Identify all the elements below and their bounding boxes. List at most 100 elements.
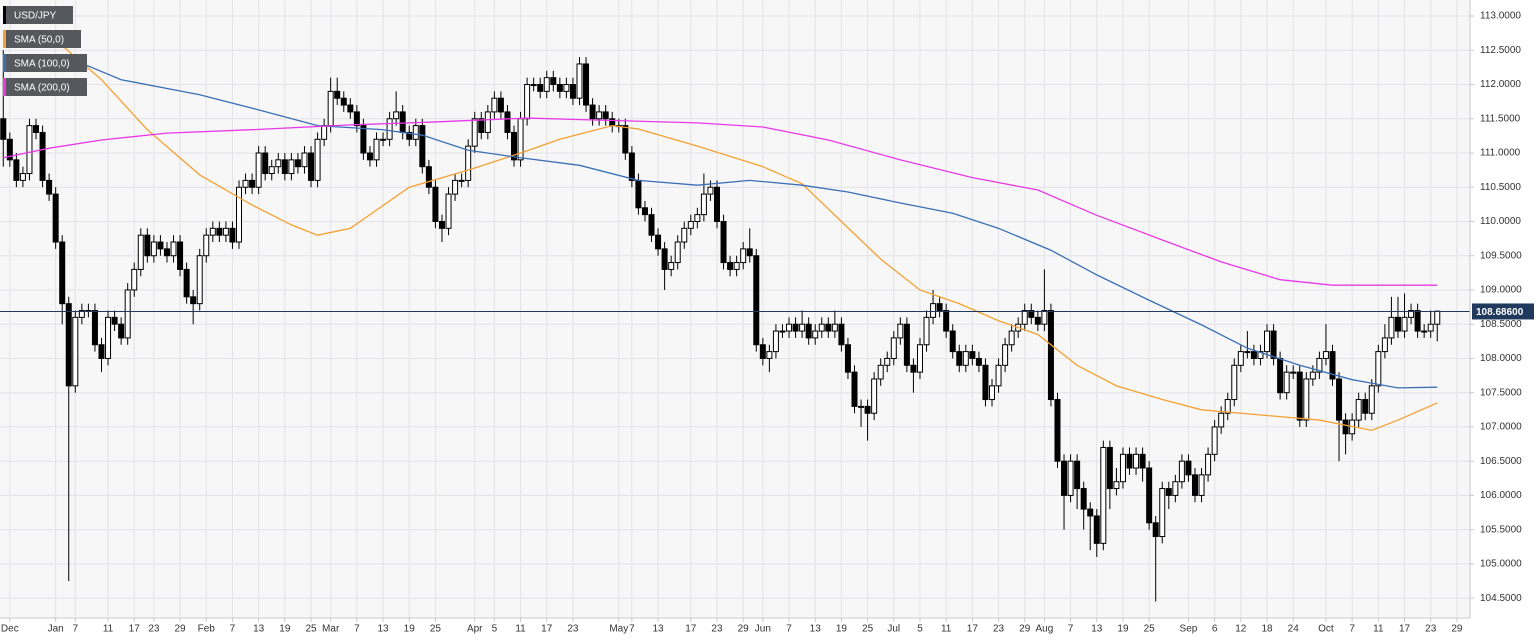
- candle-body: [923, 316, 930, 346]
- candle-body: [353, 111, 360, 127]
- x-tick-label: 11: [515, 624, 526, 635]
- candle-body: [864, 405, 871, 414]
- candle-body: [249, 179, 256, 188]
- candle-body: [52, 193, 59, 243]
- candle-body: [39, 131, 46, 181]
- candle-body: [1205, 453, 1212, 476]
- candle-body: [177, 241, 184, 270]
- candle-body: [1322, 351, 1329, 359]
- candle-body: [334, 90, 341, 99]
- candle-body: [1303, 378, 1310, 421]
- candle-body: [635, 179, 642, 209]
- legend-label: SMA (50,0): [14, 35, 64, 46]
- candle-body: [484, 111, 491, 133]
- x-tick-label: Oct: [1318, 624, 1334, 635]
- candle-body: [799, 323, 806, 332]
- candle-body: [668, 262, 675, 270]
- x-tick-label: Dec: [1, 624, 19, 635]
- candle-body: [314, 138, 321, 181]
- x-tick-label: 25: [1144, 624, 1156, 635]
- candle-body: [308, 152, 315, 181]
- candle-body: [805, 323, 812, 339]
- candle-body: [432, 186, 439, 222]
- current-price-label: 108.68600: [1476, 307, 1524, 318]
- legend-label: SMA (200,0): [14, 83, 70, 94]
- candle-body: [989, 385, 996, 401]
- x-tick-label: Jan: [48, 624, 64, 635]
- candle-body: [1264, 330, 1271, 353]
- candle-body: [98, 344, 105, 359]
- y-tick-label: 108.5000: [1480, 319, 1522, 330]
- candle-body: [707, 186, 714, 195]
- candle-body: [1257, 351, 1264, 359]
- x-tick-label: Mar: [322, 624, 340, 635]
- candle-body: [235, 186, 242, 243]
- candle-body: [602, 111, 609, 120]
- candle-body: [1172, 481, 1179, 496]
- x-tick-label: 23: [1425, 624, 1437, 635]
- x-tick-label: 7: [629, 624, 635, 635]
- x-tick-label: 13: [253, 624, 265, 635]
- candle-body: [537, 84, 544, 92]
- candle-body: [674, 241, 681, 264]
- x-tick-label: 7: [1349, 624, 1355, 635]
- candle-body: [766, 351, 773, 359]
- candle-body: [1113, 481, 1120, 490]
- x-tick-label: 17: [685, 624, 697, 635]
- x-tick-label: 17: [967, 624, 979, 635]
- candle-body: [903, 323, 910, 366]
- legend-label: USD/JPY: [14, 11, 57, 22]
- candle-body: [406, 131, 413, 140]
- candle-body: [65, 303, 72, 387]
- y-tick-label: 110.5000: [1480, 182, 1521, 193]
- candle-body: [1408, 310, 1415, 318]
- candle-body: [995, 364, 1002, 387]
- candle-body: [1028, 310, 1035, 318]
- candle-body: [733, 262, 740, 270]
- x-tick-label: 7: [230, 624, 236, 635]
- candle-body: [6, 138, 13, 161]
- candle-body: [445, 193, 452, 229]
- candle-body: [163, 248, 170, 257]
- candle-body: [727, 262, 734, 270]
- candle-body: [569, 84, 576, 99]
- x-tick-label: 25: [862, 624, 874, 635]
- candle-body: [1100, 446, 1107, 544]
- y-tick-label: 112.0000: [1480, 79, 1521, 90]
- candle-body: [1002, 344, 1009, 366]
- candle-body: [1165, 488, 1172, 496]
- candle-body: [209, 227, 216, 236]
- candle-body: [661, 248, 668, 270]
- legend: USD/JPY SMA (50,0) SMA (100,0) SMA (200,0): [3, 6, 87, 96]
- marks: [0, 39, 1470, 602]
- candle-body: [380, 138, 387, 141]
- y-tick-label: 104.5000: [1480, 593, 1522, 604]
- x-tick-label: 6: [1212, 624, 1218, 635]
- y-tick-label: 111.5000: [1480, 113, 1521, 124]
- candle-body: [746, 248, 753, 257]
- candle-body: [1093, 515, 1100, 544]
- candle-body: [1394, 316, 1401, 332]
- candle-body: [340, 97, 347, 106]
- candle-body: [1061, 460, 1068, 496]
- x-tick-label: 23: [993, 624, 1005, 635]
- candle-body: [399, 111, 406, 133]
- candle-body: [131, 268, 138, 291]
- y-tick-label: 110.0000: [1480, 216, 1521, 227]
- candle-body: [452, 179, 459, 195]
- candle-body: [33, 125, 40, 133]
- candle-body: [1277, 357, 1284, 394]
- candle-body: [1218, 412, 1225, 428]
- candle-body: [373, 138, 380, 161]
- candle-body: [111, 316, 118, 325]
- x-tick-label: 29: [1019, 624, 1031, 635]
- candle-body: [137, 234, 144, 270]
- x-tick-label: 7: [73, 624, 79, 635]
- candle-body: [1362, 399, 1369, 414]
- y-tick-label: 106.0000: [1480, 490, 1522, 501]
- candle-body: [628, 152, 635, 181]
- candle-body: [13, 159, 20, 181]
- candle-body: [294, 159, 301, 168]
- candle-body: [26, 125, 33, 175]
- sma-line: [61, 54, 1438, 389]
